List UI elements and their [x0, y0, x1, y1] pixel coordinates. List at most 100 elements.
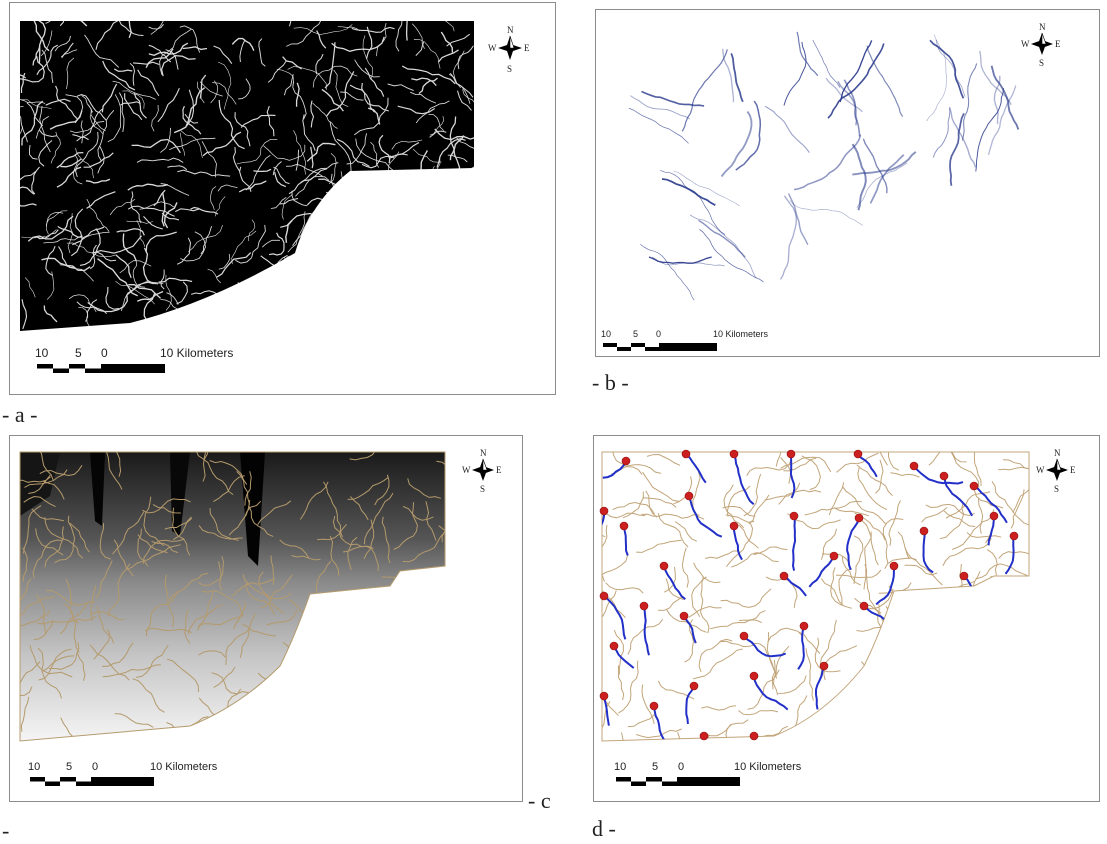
- flow-line: [136, 219, 146, 247]
- watershed-boundary: [741, 741, 776, 761]
- stream-line: [789, 200, 863, 226]
- flow-line: [331, 36, 385, 52]
- watershed-boundary: [187, 604, 224, 635]
- stream-line: [943, 475, 973, 517]
- watershed-boundary: [897, 664, 942, 679]
- watershed-boundary: [90, 585, 97, 621]
- scale-label-0: 0: [678, 761, 684, 773]
- watershed-boundary: [602, 676, 619, 717]
- watershed-boundary: [699, 576, 710, 634]
- flow-lines: [10, 3, 491, 347]
- watershed-boundary: [836, 452, 879, 473]
- stream-line: [779, 195, 797, 280]
- watershed-boundary: [642, 471, 679, 502]
- stream-line: [783, 41, 807, 106]
- flow-line: [102, 60, 136, 91]
- flow-line: [43, 235, 83, 244]
- flow-line: [231, 230, 257, 265]
- flow-line: [343, 219, 363, 249]
- flow-line: [93, 235, 143, 254]
- stream-line: [913, 465, 964, 485]
- watershed-boundary: [997, 627, 1029, 654]
- watershed-boundary: [835, 569, 882, 579]
- watershed-boundary: [804, 500, 862, 516]
- flow-line: [32, 45, 41, 66]
- north-label: N: [1039, 22, 1046, 32]
- watershed-boundary: [969, 672, 985, 721]
- watershed-boundary: [833, 507, 869, 517]
- flow-line: [361, 155, 395, 169]
- flow-line: [413, 39, 441, 69]
- flow-line: [378, 134, 391, 164]
- flow-line: [192, 307, 248, 317]
- watershed-boundary: [778, 675, 807, 694]
- flow-line: [81, 231, 110, 241]
- flow-line: [145, 231, 177, 253]
- watershed-boundary: [991, 481, 1029, 526]
- flow-line: [434, 158, 446, 199]
- flow-line: [311, 278, 341, 318]
- flow-line: [429, 282, 454, 306]
- flow-line: [72, 226, 105, 246]
- watershed-boundary: [886, 643, 912, 669]
- watershed-boundary: [239, 612, 256, 659]
- south-label: S: [1039, 58, 1044, 68]
- stream-line: [789, 453, 796, 499]
- flow-accumulation-raster: [20, 21, 474, 331]
- flow-line: [328, 152, 337, 185]
- flow-line: [207, 268, 221, 284]
- flow-line: [293, 24, 353, 35]
- flow-line: [326, 227, 348, 264]
- flow-line: [317, 284, 331, 307]
- flow-line: [50, 131, 61, 164]
- flow-line: [273, 166, 290, 185]
- flow-line: [443, 194, 464, 220]
- watershed-boundary: [857, 516, 879, 566]
- watershed-boundary: [627, 618, 664, 655]
- flow-line: [160, 298, 178, 310]
- watershed-boundary: [28, 474, 51, 494]
- stream-line: [783, 575, 807, 597]
- flow-line: [397, 208, 425, 233]
- dark-basin: [90, 452, 105, 526]
- watershed-boundary: [897, 531, 910, 560]
- watershed-boundary: [921, 507, 948, 523]
- watershed-boundary: [780, 456, 832, 473]
- flow-line: [336, 138, 370, 167]
- flow-line: [66, 242, 116, 258]
- flow-line: [143, 216, 163, 230]
- watershed-boundary: [950, 452, 980, 488]
- flow-line: [13, 186, 35, 197]
- flow-line: [315, 204, 335, 231]
- watershed-boundary: [152, 504, 181, 514]
- flow-line: [405, 198, 449, 210]
- flow-line: [35, 116, 50, 139]
- watershed-boundary: [738, 709, 779, 716]
- watershed-boundary: [38, 648, 72, 681]
- flow-line: [69, 120, 105, 134]
- flow-line: [200, 225, 213, 255]
- flow-line: [216, 252, 252, 278]
- flow-line: [248, 219, 256, 241]
- stream-line: [793, 134, 862, 191]
- flow-line: [79, 228, 101, 266]
- stream-line: [764, 105, 810, 153]
- outlet-point: [959, 571, 969, 581]
- outlet-point: [969, 481, 979, 491]
- flow-line: [209, 314, 223, 339]
- stream-line: [643, 605, 650, 656]
- flow-line: [246, 267, 294, 284]
- flow-line: [148, 42, 189, 57]
- watershed-boundary: [145, 591, 178, 637]
- watershed-boundary: [951, 452, 967, 463]
- flow-line: [157, 87, 180, 123]
- watershed-boundary: [113, 539, 134, 577]
- flow-line: [287, 66, 327, 90]
- flow-line: [449, 72, 474, 98]
- flow-line: [318, 244, 341, 251]
- flow-line: [340, 171, 383, 190]
- flow-line: [333, 69, 349, 108]
- watershed-boundary: [426, 609, 445, 664]
- flow-line: [172, 321, 208, 335]
- flow-line: [105, 286, 120, 310]
